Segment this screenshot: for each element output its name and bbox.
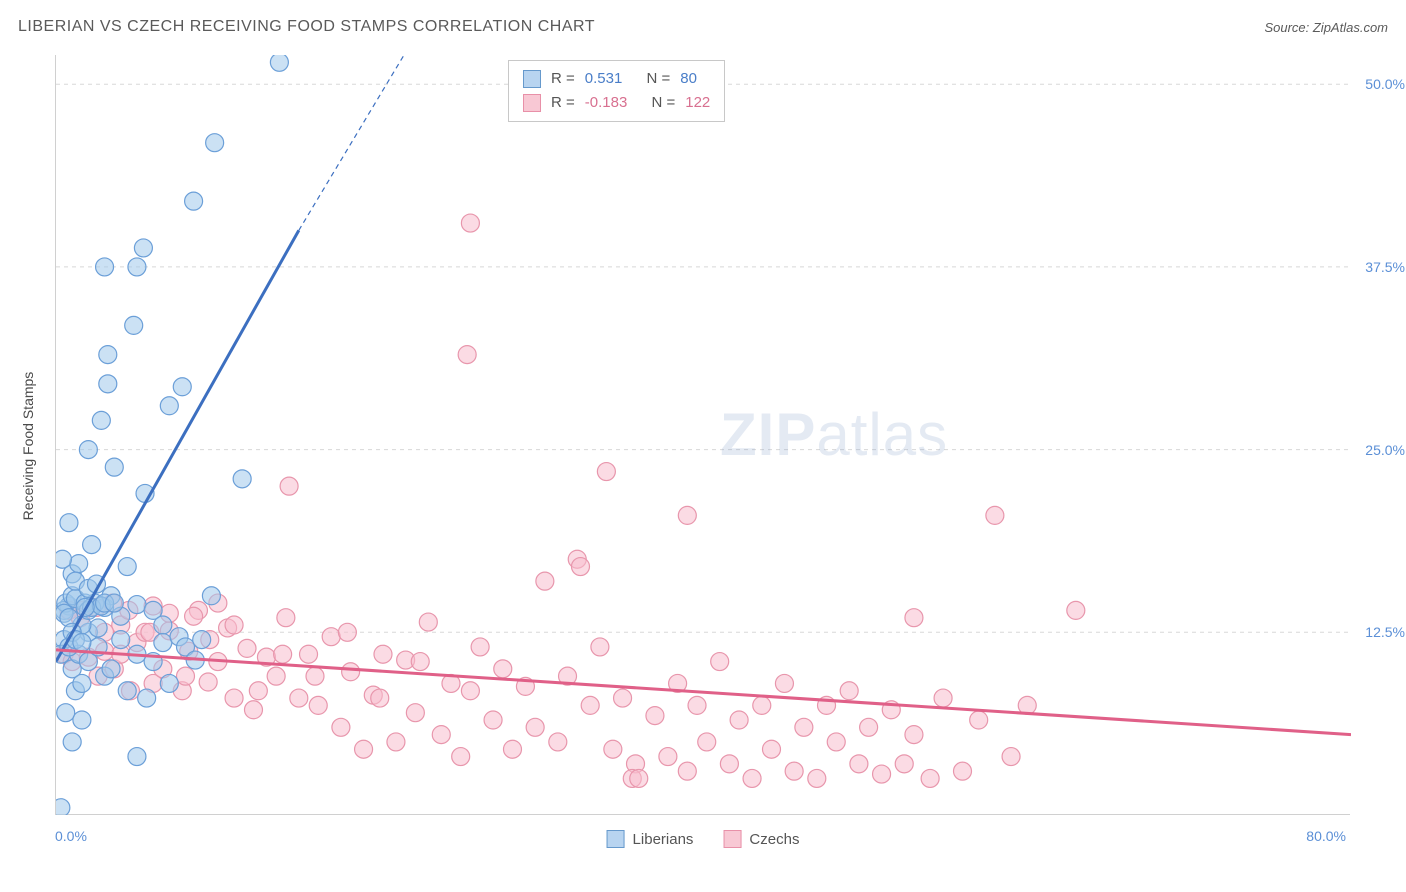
stats-row-czechs: R = -0.183 N = 122 xyxy=(523,91,710,115)
y-tick: 25.0% xyxy=(1365,442,1405,458)
y-tick: 12.5% xyxy=(1365,624,1405,640)
stat-r-pink: -0.183 xyxy=(585,91,628,115)
stat-label-r: R = xyxy=(551,67,575,91)
y-axis-label: Receiving Food Stamps xyxy=(20,372,36,521)
legend-item-liberians: Liberians xyxy=(607,830,694,848)
legend-label-liberians: Liberians xyxy=(633,831,694,848)
correlation-stats-box: R = 0.531 N = 80 R = -0.183 N = 122 xyxy=(508,60,725,122)
stat-n-pink: 122 xyxy=(685,91,710,115)
stat-label-r: R = xyxy=(551,91,575,115)
swatch-blue-icon xyxy=(523,70,541,88)
stats-row-liberians: R = 0.531 N = 80 xyxy=(523,67,710,91)
legend-item-czechs: Czechs xyxy=(723,830,799,848)
scatter-svg xyxy=(56,55,1351,815)
stat-label-n: N = xyxy=(651,91,675,115)
y-tick: 37.5% xyxy=(1365,259,1405,275)
x-tick-min: 0.0% xyxy=(55,828,87,844)
y-tick: 50.0% xyxy=(1365,76,1405,92)
swatch-pink-icon xyxy=(523,94,541,112)
chart-plot-area: 12.5%25.0%37.5%50.0% xyxy=(55,55,1350,815)
legend: Liberians Czechs xyxy=(607,830,800,848)
swatch-pink-icon xyxy=(723,830,741,848)
x-tick-max: 80.0% xyxy=(1306,828,1346,844)
stat-r-blue: 0.531 xyxy=(585,67,623,91)
stat-n-blue: 80 xyxy=(680,67,697,91)
stat-label-n: N = xyxy=(646,67,670,91)
swatch-blue-icon xyxy=(607,830,625,848)
chart-title: LIBERIAN VS CZECH RECEIVING FOOD STAMPS … xyxy=(18,18,595,36)
source-attribution: Source: ZipAtlas.com xyxy=(1264,20,1388,35)
legend-label-czechs: Czechs xyxy=(749,831,799,848)
